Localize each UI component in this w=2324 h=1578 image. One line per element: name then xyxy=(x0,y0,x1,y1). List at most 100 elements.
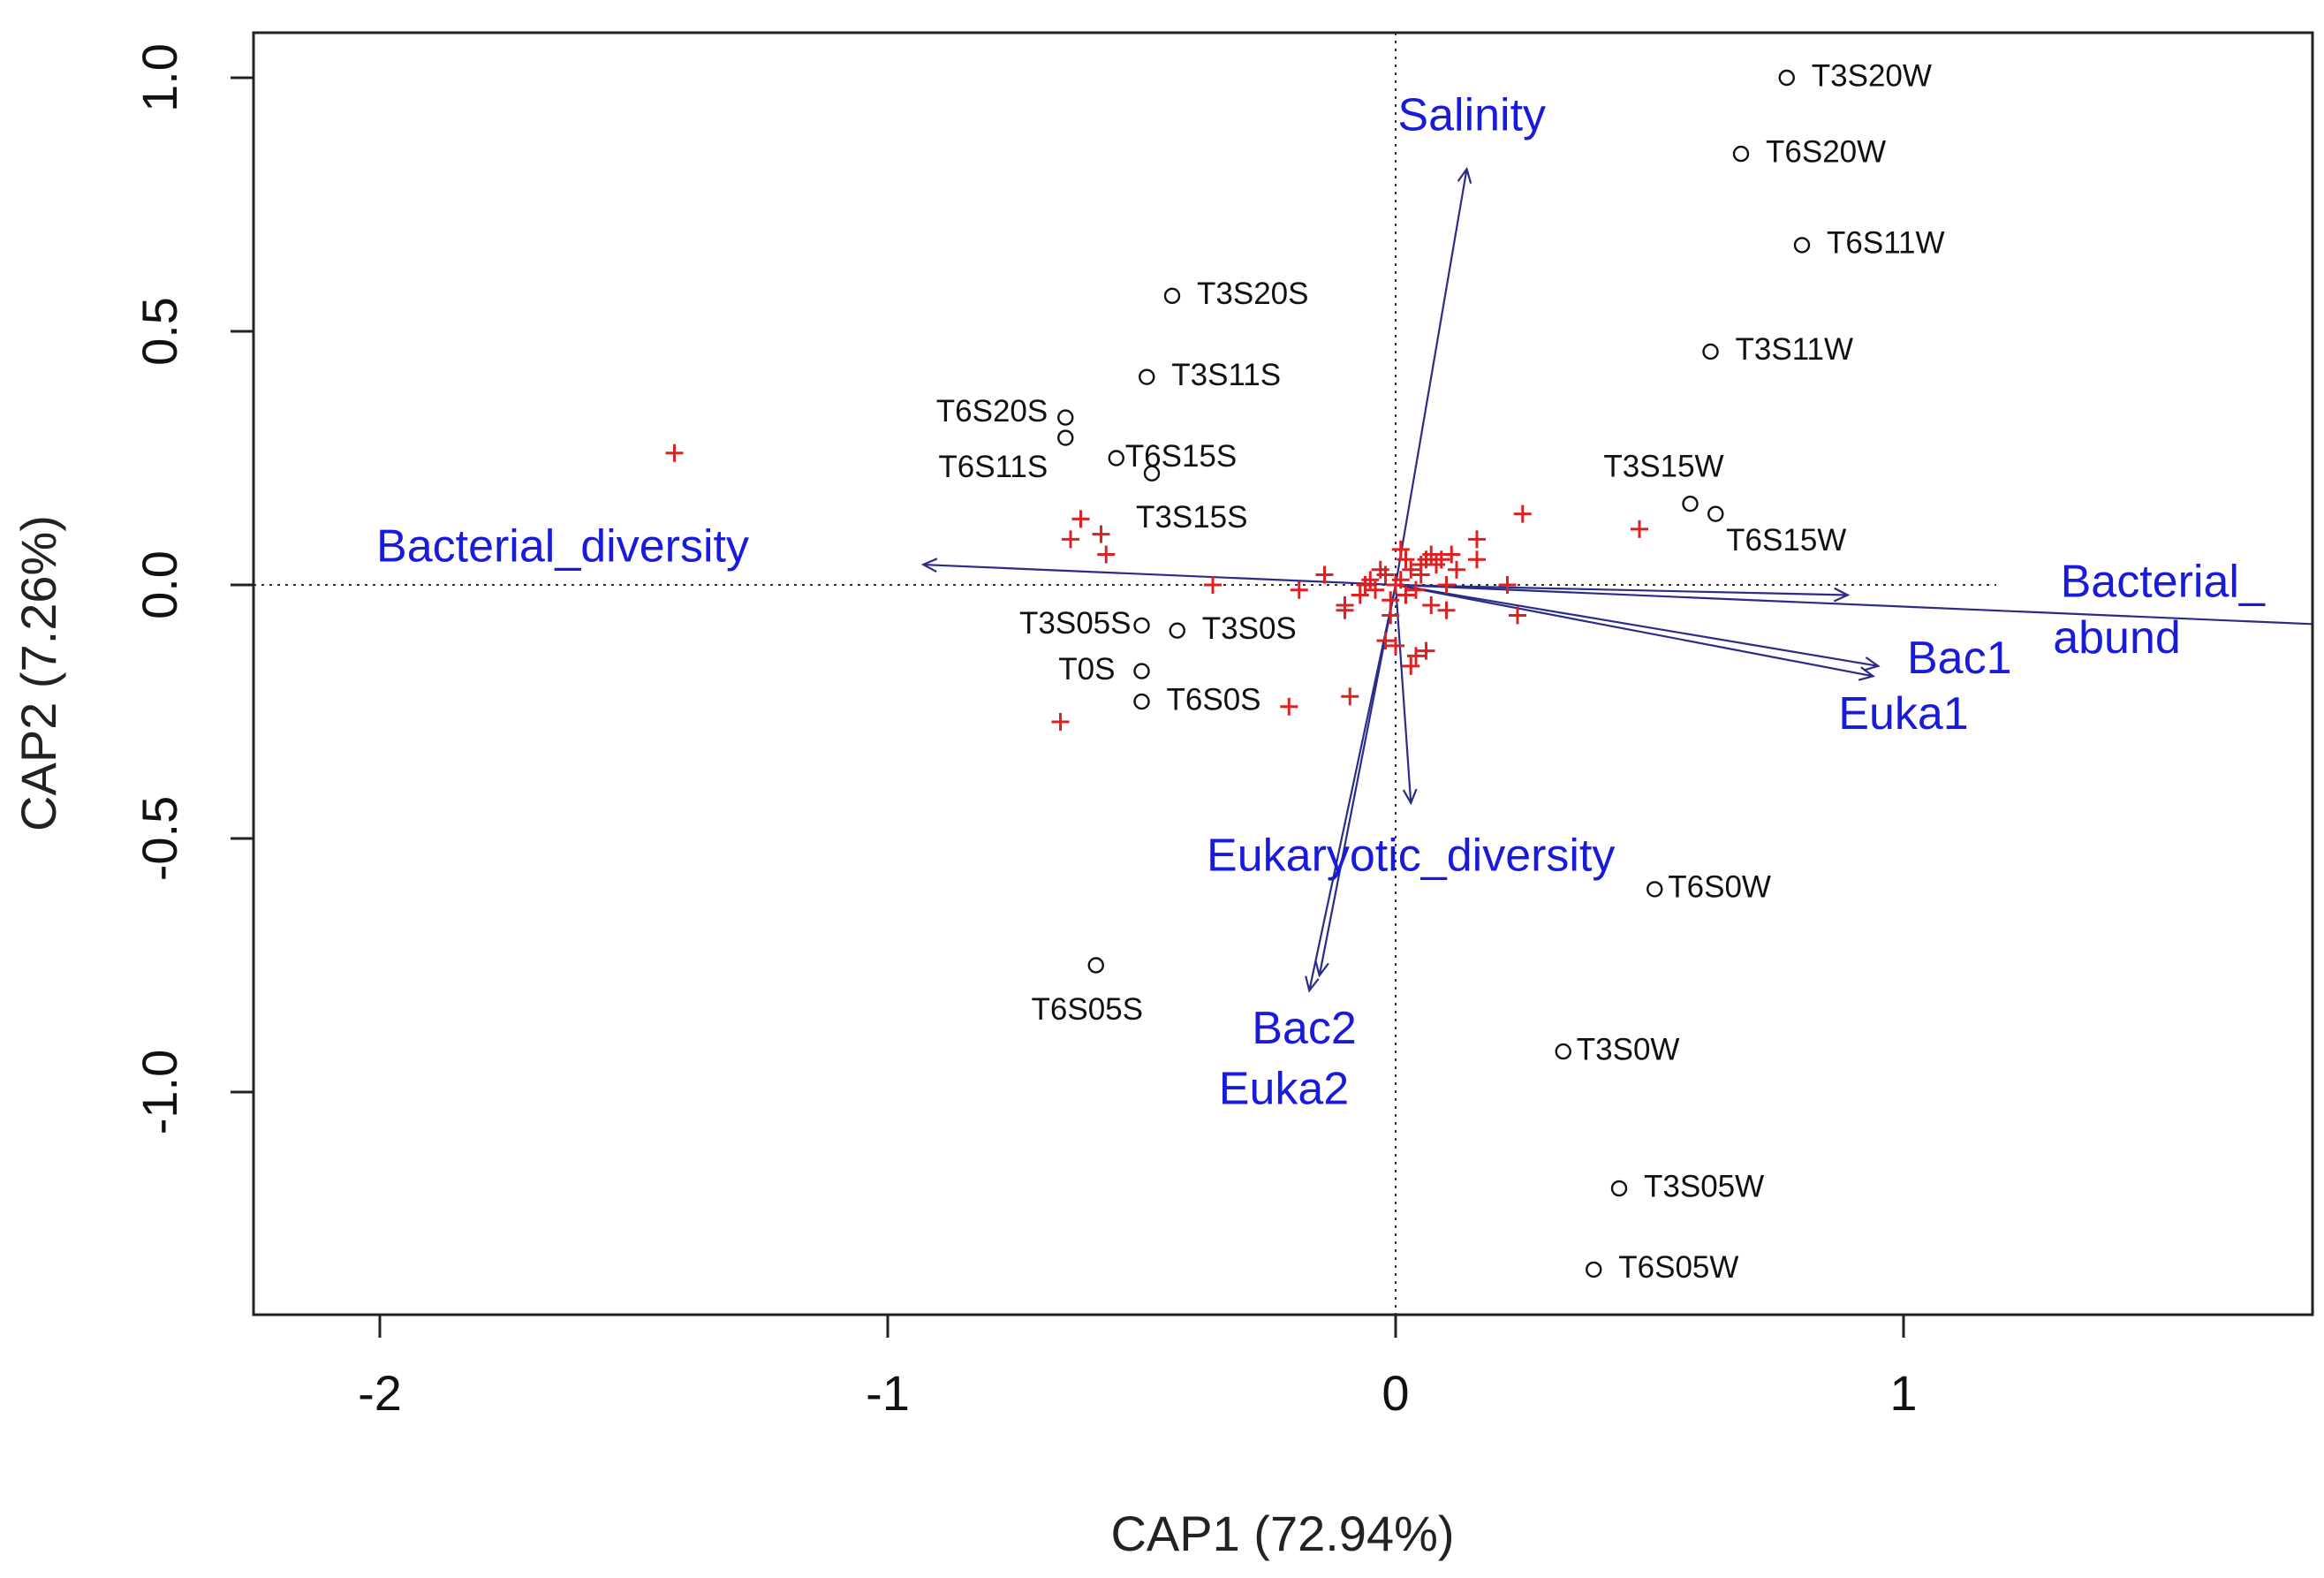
site-t3s11s: T3S11S xyxy=(1139,358,1281,392)
vector-label-euka2: Euka2 xyxy=(1219,1064,1349,1115)
site-t3s0w: T3S0W xyxy=(1555,1032,1679,1066)
site-label: T3S05W xyxy=(1644,1169,1764,1203)
species-point xyxy=(1397,550,1415,569)
plot-frame xyxy=(252,31,2314,1316)
y-axis: 1.0 0.5 0.0 -0.5 -1.0 xyxy=(132,43,254,1134)
species-point xyxy=(1407,647,1425,665)
species-point xyxy=(1391,571,1410,589)
site-marker xyxy=(1087,957,1104,974)
vector-arrowhead xyxy=(1305,975,1320,993)
site-marker xyxy=(1793,237,1811,254)
vector-arrowhead xyxy=(1858,666,1875,681)
species-point xyxy=(1422,545,1441,564)
species-point xyxy=(1417,641,1435,660)
site-label: T6S15S xyxy=(1125,439,1237,474)
species-point xyxy=(1351,586,1369,604)
species-point xyxy=(1092,525,1110,543)
x-tick-label: 1 xyxy=(1889,1365,1917,1421)
site-t3s05s: T3S05S xyxy=(1019,606,1150,641)
y-tick-label: -1.0 xyxy=(132,1050,187,1135)
site-marker xyxy=(1057,409,1074,426)
site-marker xyxy=(1646,881,1663,898)
site-label: T3S11W xyxy=(1736,332,1854,367)
y-axis-title: CAP2 (7.26%) xyxy=(11,515,66,831)
species-point xyxy=(1356,576,1374,594)
species-point xyxy=(1402,656,1420,675)
vector-euka1 xyxy=(1395,583,1875,681)
site-t6s0s: T6S0S xyxy=(1133,682,1261,717)
site-label: T6S05W xyxy=(1618,1250,1738,1285)
vector-bac2 xyxy=(1314,584,1397,978)
y-tick-label: -0.5 xyxy=(132,796,187,882)
species-point xyxy=(1062,530,1079,549)
site-marker xyxy=(1707,505,1724,522)
species-point xyxy=(1468,550,1486,569)
vector-label-eukaryotic-diversity: Eukaryotic_diversity xyxy=(1207,831,1615,882)
site-t6s15s: T6S15S xyxy=(1108,439,1237,474)
x-axis: -2 -1 0 1 xyxy=(358,1315,1918,1421)
vector-arrowhead xyxy=(920,558,938,573)
species-point xyxy=(1397,586,1415,604)
vector-shaft xyxy=(1395,583,1874,678)
vector-arrowhead xyxy=(1457,166,1472,184)
species-point xyxy=(1391,540,1410,558)
site-t3s05w: T3S05W xyxy=(1610,1169,1764,1203)
species-points xyxy=(665,444,1648,731)
species-point xyxy=(1204,576,1222,594)
site-label: T6S11W xyxy=(1827,226,1945,261)
site-marker xyxy=(1133,663,1150,679)
species-point xyxy=(1432,550,1450,569)
site-t3s11w: T3S11W xyxy=(1702,332,1854,367)
site-points: T3S20W T6S20W T6S11W T3S11W T3S15W T6S15W T3S2… xyxy=(936,58,1945,1285)
site-label: T3S0S xyxy=(1202,611,1297,646)
x-tick-label: -2 xyxy=(358,1365,402,1421)
vector-arrowhead xyxy=(1314,960,1329,978)
site-t6s11s: T6S11S xyxy=(938,429,1074,484)
site-t3s20w: T3S20W xyxy=(1778,58,1932,93)
site-t6s0w: T6S0W xyxy=(1646,870,1771,905)
environmental-vectors xyxy=(920,166,2313,993)
species-point xyxy=(1366,580,1384,599)
site-label: T6S11S xyxy=(938,450,1048,484)
species-point xyxy=(1382,591,1400,610)
vector-extra-axis xyxy=(1395,583,1851,603)
x-tick-label: -1 xyxy=(866,1365,910,1421)
species-point xyxy=(1437,601,1456,619)
site-t3s20s: T3S20S xyxy=(1163,277,1308,311)
species-point xyxy=(1097,545,1116,564)
y-tick-label: 0.5 xyxy=(132,297,187,366)
site-label: T6S0S xyxy=(1167,682,1261,717)
site-label: T6S20S xyxy=(936,394,1048,429)
vector-salinity xyxy=(1394,166,1472,586)
vector-labels: Salinity Bacterial_diversity Bacterial_abu… xyxy=(376,90,2266,1115)
vector-shaft xyxy=(1394,169,1468,586)
site-label: T3S20S xyxy=(1197,277,1308,311)
species-point xyxy=(1513,505,1532,523)
site-marker xyxy=(1586,1261,1602,1278)
vector-bacterial-diversity xyxy=(920,558,1397,587)
site-label: T3S20W xyxy=(1812,58,1932,93)
site-label: T3S15S xyxy=(1136,500,1247,535)
species-point xyxy=(1071,510,1090,528)
site-t3s0s: T3S0S xyxy=(1169,611,1297,646)
species-point xyxy=(665,444,684,462)
species-point xyxy=(1509,606,1526,625)
vector-arrowhead xyxy=(1863,656,1881,671)
site-marker xyxy=(1702,343,1719,360)
species-point xyxy=(1407,580,1425,599)
species-point xyxy=(1280,697,1298,716)
species-point xyxy=(1498,576,1517,594)
site-marker xyxy=(1682,495,1699,512)
vector-arrowhead xyxy=(1833,587,1851,603)
site-label: T3S05S xyxy=(1019,606,1131,641)
vector-shaft xyxy=(1395,583,1879,667)
site-label: T3S15W xyxy=(1603,449,1723,483)
site-marker xyxy=(1732,145,1750,163)
species-point xyxy=(1387,636,1404,655)
site-marker xyxy=(1133,693,1150,710)
vector-label-bac2: Bac2 xyxy=(1252,1003,1357,1054)
vector-label-bac1: Bac1 xyxy=(1907,633,2012,684)
site-t3s15w: T3S15W xyxy=(1603,449,1724,512)
site-t6s20w: T6S20W xyxy=(1732,134,1886,169)
